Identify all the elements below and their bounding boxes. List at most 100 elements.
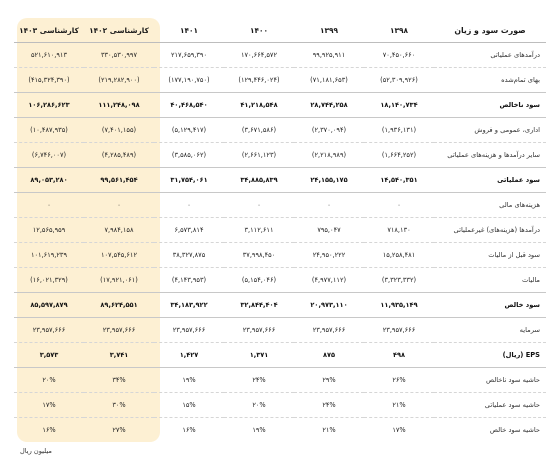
cell-value: ۳,۱۱۲,۶۱۱: [224, 217, 294, 243]
row-label: سایر درآمدها و هزینه‌های عملیاتی: [434, 142, 546, 168]
cell-value: ۰: [224, 192, 294, 218]
row-label: حاشیه سود عملیاتی: [434, 392, 546, 418]
cell-value: ۱۱۱,۲۴۸,۰۹۸: [84, 92, 154, 118]
table-row: سود عملیاتی ۱۴,۵۴۰,۳۵۱ ۲۴,۱۵۵,۱۷۵ ۳۴,۸۸۵,۸۳…: [14, 167, 546, 193]
cell-value: ۱۱,۹۳۵,۱۴۹: [364, 292, 434, 318]
cell-value: ۲۱%: [322, 426, 336, 434]
header-year: ۱۳۹۸: [364, 18, 434, 43]
cell-value: ۳۴,۸۸۵,۸۳۹: [224, 167, 294, 193]
cell-value: ۲۴,۱۵۵,۱۷۵: [294, 167, 364, 193]
cell-value: ۲۱%: [364, 392, 434, 418]
cell-value: (۱۶,۰۲۱,۳۲۹): [14, 267, 84, 293]
cell-value: (۶,۷۴۶,۰۰۷): [14, 142, 84, 168]
table-row: درآمدهای عملیاتی ۷۰,۴۵۰,۶۶۰ ۹۹,۹۲۵,۹۱۱ ۱۷۰,…: [14, 42, 546, 68]
cell-value: ۰: [364, 192, 434, 218]
cell-value: (۱,۹۳۶,۱۳۱): [364, 117, 434, 143]
row-label: درآمدهای عملیاتی: [434, 42, 546, 68]
header-row: صورت سود و زیان ۱۳۹۸ ۱۳۹۹ ۱۴۰۰ ۱۴۰۱ کارش…: [14, 18, 546, 43]
cell-value: ۱۹%: [154, 367, 224, 393]
cell-value: ۷۹۵,۰۴۷: [294, 217, 364, 243]
cell-value: ۸۹,۶۲۴,۵۵۱: [84, 292, 154, 318]
cell-value: ۳۴,۱۸۳,۹۲۲: [154, 292, 224, 318]
cell-value: ۲۱۷,۶۵۹,۳۹۰: [154, 42, 224, 68]
row-label: حاشیه سود خالص: [489, 426, 540, 434]
cell-value: ۸۹,۰۵۳,۲۸۰: [14, 167, 84, 193]
cell-value: ۲۴%: [224, 367, 294, 393]
table-row: سود ناخالص ۱۸,۱۴۰,۷۳۴ ۲۸,۷۴۴,۲۵۸ ۴۱,۲۱۸,۵۴۸…: [14, 92, 546, 118]
cell-value: ۱۹%: [252, 426, 266, 434]
income-statement-table: صورت سود و زیان ۱۳۹۸ ۱۳۹۹ ۱۴۰۰ ۱۴۰۱ کارش…: [14, 18, 546, 442]
cell-value: (۷۱,۱۸۱,۶۵۳): [294, 67, 364, 93]
cell-value: ۷۱۸,۱۳۰: [364, 217, 434, 243]
cell-value: ۱۴,۵۴۰,۳۵۱: [364, 167, 434, 193]
cell-value: ۹۹,۵۶۱,۴۵۴: [84, 167, 154, 193]
table-row: هزینه‌های مالی ۰ ۰ ۰ ۰ ۰ ۰: [14, 192, 546, 218]
cell-value: ۲۹%: [294, 367, 364, 393]
cell-value: ۱۰۱,۶۱۹,۲۳۹: [14, 242, 84, 268]
cell-value: ۷۰,۴۵۰,۶۶۰: [364, 42, 434, 68]
table-row: سرمایه ۲۳,۹۵۷,۶۶۶ ۲۳,۹۵۷,۶۶۶ ۲۳,۹۵۷,۶۶۶ ۲۳,۹…: [14, 317, 546, 343]
cell-value: ۱۲,۵۶۵,۹۵۹: [14, 217, 84, 243]
table-row: EPS (ریال) ۴۹۸ ۸۷۵ ۱,۳۷۱ ۱,۴۲۷ ۳,۷۴۱ ۳,۵۷۳: [14, 342, 546, 368]
header-year: کارشناسی ۱۴۰۲: [84, 18, 154, 43]
cell-value: ۲۳,۹۵۷,۶۶۶: [224, 317, 294, 343]
row-label: بهای تمام‌شده: [434, 67, 546, 93]
cell-value: ۰: [154, 192, 224, 218]
row-label: سرمایه: [434, 317, 546, 343]
cell-value: ۰: [294, 192, 364, 218]
cell-value: ۳۴%: [84, 367, 154, 393]
cell-value: ۳۸,۳۲۷,۸۷۵: [154, 242, 224, 268]
cell-value: (۱,۶۶۴,۲۵۲): [364, 142, 434, 168]
cell-value: ۳۷,۹۹۸,۴۵۰: [224, 242, 294, 268]
cell-value: ۲۴%: [294, 392, 364, 418]
cell-value: ۰: [14, 192, 84, 218]
cell-value: (۱۰,۴۸۷,۹۳۵): [14, 117, 84, 143]
cell-value: (۲۱۹,۲۸۲,۹۰۰): [84, 67, 154, 93]
cell-value: ۱۷۰,۶۶۴,۵۷۲: [224, 42, 294, 68]
cell-value: ۴۰,۴۶۸,۵۴۰: [154, 92, 224, 118]
cell-value: (۵,۱۲۹,۴۱۷): [154, 117, 224, 143]
cell-value: ۵۲۱,۶۱۰,۹۱۳: [14, 42, 84, 68]
cell-value: (۵۲,۳۰۹,۹۲۶): [364, 67, 434, 93]
cell-value: ۸۵,۵۹۷,۸۷۹: [14, 292, 84, 318]
cell-value: (۳,۳۲۳,۳۳۲): [364, 267, 434, 293]
table-row: حاشیه سود ناخالص ۲۶% ۲۹% ۲۴% ۱۹% ۳۴% ۲۰%: [14, 367, 546, 393]
cell-value: ۲۰%: [224, 392, 294, 418]
cell-value: ۳,۵۷۳: [14, 342, 84, 368]
cell-value: ۱۵%: [154, 392, 224, 418]
table-row: سایر درآمدها و هزینه‌های عملیاتی (۱,۶۶۴,۲…: [14, 142, 546, 168]
cell-value: (۴,۹۷۷,۱۱۲): [294, 267, 364, 293]
cell-value: (۱۷۷,۱۹۰,۷۵۰): [154, 67, 224, 93]
row-label: سود عملیاتی: [434, 167, 546, 193]
cell-value: (۴,۲۸۵,۴۸۹): [84, 142, 154, 168]
row-label: اداری، عمومی و فروش: [434, 117, 546, 143]
cell-value: ۳۰%: [84, 392, 154, 418]
cell-value: (۴۱۵,۳۲۴,۳۹۰): [14, 67, 84, 93]
row-label: سود ناخالص: [434, 92, 546, 118]
cell-value: ۱۶%: [42, 426, 56, 434]
cell-value: (۱۷,۹۲۱,۰۶۱): [84, 267, 154, 293]
header-year: ۱۴۰۱: [154, 18, 224, 43]
cell-value: ۶,۵۷۳,۸۱۴: [154, 217, 224, 243]
cell-value: ۳۱,۷۵۴,۰۶۱: [154, 167, 224, 193]
cell-value: ۳,۷۴۱: [84, 342, 154, 368]
table-row: مالیات (۳,۳۲۳,۳۳۲) (۴,۹۷۷,۱۱۲) (۵,۱۵۴,۰۴۶)(…: [14, 267, 546, 293]
row-label: حاشیه سود ناخالص: [434, 367, 546, 393]
row-label: درآمدها (هزینه‌های) غیرعملیاتی: [434, 217, 546, 243]
cell-value: ۲۳,۹۵۷,۶۶۶: [84, 317, 154, 343]
cell-value: ۲۳,۹۵۷,۶۶۶: [14, 317, 84, 343]
row-label: EPS (ریال): [434, 342, 546, 368]
header-year: ۱۴۰۰: [224, 18, 294, 43]
cell-value: ۸۷۵: [294, 342, 364, 368]
cell-value: ۲۳,۹۵۷,۶۶۶: [154, 317, 224, 343]
cell-value: (۱۲۹,۴۴۶,۰۲۴): [224, 67, 294, 93]
header-label: صورت سود و زیان: [434, 18, 546, 43]
row-label: سود قبل از مالیات: [434, 242, 546, 268]
cell-value: ۲۸,۷۴۴,۲۵۸: [294, 92, 364, 118]
cell-value: ۲۶%: [364, 367, 434, 393]
table-row: درآمدها (هزینه‌های) غیرعملیاتی ۷۱۸,۱۳۰ ۷۹۵…: [14, 217, 546, 243]
cell-value: ۲۴,۹۵۰,۲۲۲: [294, 242, 364, 268]
row-label: مالیات: [434, 267, 546, 293]
row-label: سود خالص: [434, 292, 546, 318]
